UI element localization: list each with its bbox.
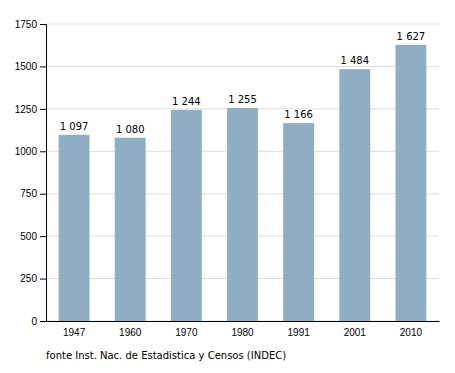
tick-mark [40,321,46,322]
tick-label: 1960 [119,327,142,338]
tick: 250 [20,273,46,284]
tick: 2010 [400,327,423,338]
y-axis: 0 250 500 750 1000 1250 1500 1750 [15,19,47,327]
bar [283,123,314,321]
tick: 0 [31,316,46,327]
tick-label: 1000 [15,146,38,157]
grid [46,24,439,321]
tick: 2001 [344,327,367,338]
tick: 500 [20,231,46,242]
bar [59,135,90,321]
tick-mark [40,236,46,237]
data-label: 1 166 [284,109,313,120]
tick-label: 2010 [400,327,423,338]
grid-line [46,24,439,25]
axis-line [40,25,47,322]
tick-mark [40,109,46,110]
tick-label: 500 [20,231,37,242]
tick: 1970 [175,327,198,338]
bar [339,69,370,321]
data-label: 1 484 [340,55,369,66]
bar [171,110,202,321]
tick-mark [40,24,46,25]
data-label: 1 244 [172,96,201,107]
tick: 750 [20,188,46,199]
footnote: fonte Inst. Nac. de Estadistica y Censos… [46,350,286,361]
x-axis: 1947 1960 1970 1980 1991 2001 2010 [47,322,440,339]
data-label: 1 080 [116,124,145,135]
tick-mark [40,66,46,67]
tick: 1960 [119,327,142,338]
tick-label: 1991 [288,327,311,338]
tick: 1750 [15,19,46,30]
axis-line [47,321,440,322]
tick: 1980 [231,327,254,338]
chart: 1 097 1 080 1 244 1 255 1 166 1 484 1 627 0 250 5… [0,0,455,373]
tick: 1500 [15,61,46,72]
tick-label: 0 [31,316,37,327]
tick: 1947 [63,327,86,338]
data-label: 1 255 [228,94,257,105]
tick-mark [40,194,46,195]
bar [395,45,426,321]
tick-mark [40,279,46,280]
tick-label: 250 [20,273,37,284]
data-label: 1 097 [60,121,89,132]
plot: 1 097 1 080 1 244 1 255 1 166 1 484 1 627 0 250 5… [15,19,440,338]
tick: 1250 [15,104,46,115]
annotations: fonte Inst. Nac. de Estadistica y Censos… [46,350,286,361]
tick: 1991 [288,327,311,338]
tick-label: 1500 [15,61,38,72]
tick: 1000 [15,146,46,157]
data-labels: 1 097 1 080 1 244 1 255 1 166 1 484 1 627 [60,31,425,135]
tick-mark [40,151,46,152]
tick-label: 1970 [175,327,198,338]
bars [59,45,427,321]
tick-label: 1980 [231,327,254,338]
data-label: 1 627 [397,31,426,42]
tick-label: 1250 [15,104,38,115]
tick-label: 1750 [15,19,38,30]
tick-label: 1947 [63,327,86,338]
tick-label: 750 [20,188,37,199]
bar [227,108,258,321]
tick-label: 2001 [344,327,367,338]
bar [115,138,146,321]
grid-line [46,66,439,67]
